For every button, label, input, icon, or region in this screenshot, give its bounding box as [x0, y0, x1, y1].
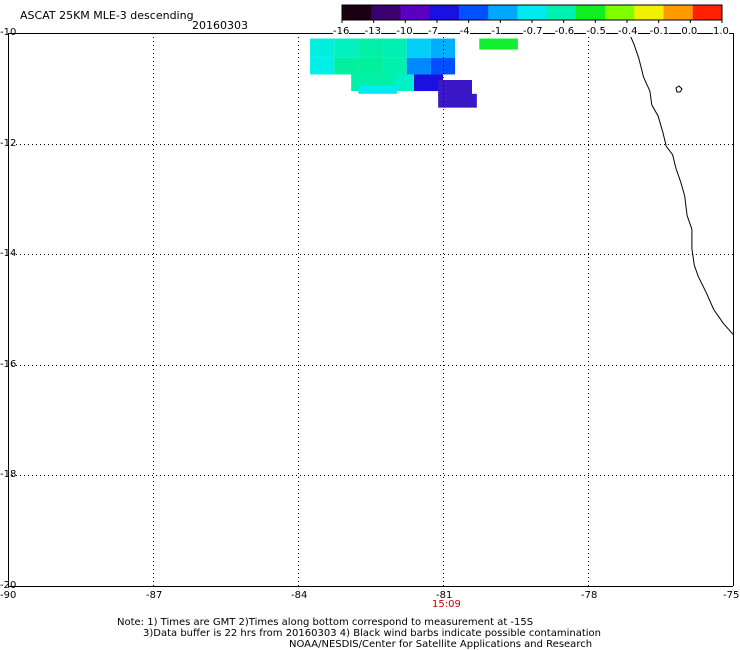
- wind-cell: [334, 57, 359, 75]
- note-line-2: 3)Data buffer is 22 hrs from 20160303 4)…: [143, 628, 601, 639]
- latitude-label: -18: [0, 469, 17, 481]
- wind-cell: [406, 57, 431, 75]
- colorbar-label: -0.6: [554, 26, 575, 37]
- note-line-3: NOAA/NESDIS/Center for Satellite Applica…: [289, 639, 593, 650]
- wind-cell: [382, 57, 407, 75]
- colorbar-segment: [488, 5, 518, 20]
- colorbar-segment: [458, 5, 489, 20]
- wind-cell: [310, 38, 335, 58]
- longitude-label: -78: [581, 590, 598, 601]
- colorbar-label: -1: [491, 26, 502, 37]
- wind-cell: [358, 85, 398, 94]
- colorbar: [341, 4, 723, 23]
- wind-cell: [358, 57, 383, 75]
- longitude-label: -81: [436, 590, 453, 601]
- colorbar-label: -16: [333, 26, 350, 37]
- note-line-1: Note: 1) Times are GMT 2)Times along bot…: [117, 617, 534, 628]
- colorbar-segment: [517, 5, 548, 20]
- colorbar-label: -7: [428, 26, 438, 37]
- colorbar-label: -10: [396, 26, 413, 37]
- colorbar-label: -0.4: [618, 26, 638, 37]
- wind-cell: [438, 80, 472, 97]
- longitude-label: -84: [291, 590, 308, 601]
- longitude-label: -87: [146, 590, 163, 601]
- wind-cell: [334, 38, 359, 58]
- colorbar-segment: [429, 5, 460, 20]
- wind-cell: [438, 93, 477, 108]
- wind-cells-layer: [310, 38, 518, 108]
- colorbar-segment: [342, 5, 372, 20]
- coastline: [628, 32, 734, 335]
- island-outline: [675, 85, 683, 93]
- wind-cell: [430, 57, 456, 75]
- colorbar-label: -4: [459, 26, 470, 37]
- wind-cell: [358, 38, 383, 58]
- colorbar-label: -0.5: [586, 26, 606, 37]
- colorbar-label: -0.7: [523, 26, 543, 37]
- latitude-label: -12: [0, 137, 17, 149]
- wind-cell: [310, 57, 335, 75]
- colorbar-segment: [400, 5, 431, 20]
- chart-date: 20160303: [192, 19, 248, 32]
- latitude-label: -16: [0, 358, 17, 370]
- colorbar-label: 1.0: [713, 26, 729, 37]
- wind-cell: [479, 38, 518, 50]
- colorbar-label: -0.1: [649, 26, 670, 37]
- colorbar-segment: [663, 5, 694, 20]
- colorbar-segment: [371, 5, 401, 20]
- latitude-label: -20: [0, 580, 17, 591]
- colorbar-segment: [575, 5, 606, 20]
- latitude-label: -14: [0, 248, 17, 260]
- colorbar-segment: [634, 5, 665, 20]
- longitude-label: -90: [0, 590, 17, 601]
- chart-title: ASCAT 25KM MLE-3 descending: [20, 9, 194, 22]
- colorbar-segment: [692, 5, 723, 20]
- wind-cell: [414, 74, 443, 92]
- colorbar-label: 0.0: [681, 26, 698, 37]
- lat-lon-grid: [8, 33, 734, 587]
- longitude-label: -75: [723, 590, 740, 601]
- wind-cell: [406, 38, 431, 58]
- wind-cell: [394, 74, 419, 92]
- wind-cell: [430, 38, 456, 58]
- wind-cell: [382, 38, 407, 58]
- colorbar-segment: [605, 5, 635, 20]
- colorbar-label: -13: [364, 26, 381, 37]
- latitude-label: -10: [0, 27, 17, 38]
- colorbar-segment: [546, 5, 577, 20]
- pass-time: 15:09: [432, 599, 461, 610]
